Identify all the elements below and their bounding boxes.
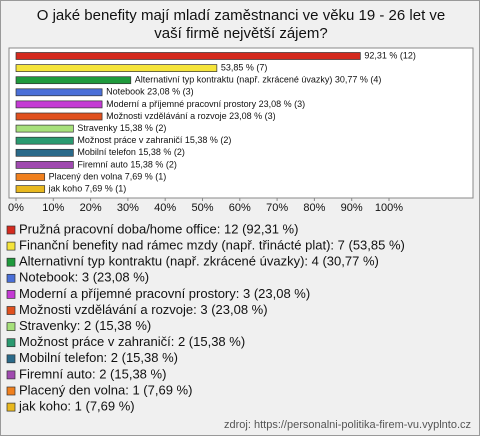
legend-label: Placený den volna: 1 (7,69 %) [19,382,192,397]
legend-label: Moderní a příjemné pracovní prostory: 3 … [19,286,310,301]
legend-swatch [6,354,16,364]
value-label: Moderní a příjemné pracovní prostory 23,… [106,99,305,109]
x-tick-label: 50% [191,202,213,214]
source: zdroj: https://personalni-politika-firem… [224,419,471,431]
legend-swatch [6,273,16,283]
bar [15,88,103,97]
x-tick-label: 70% [266,202,288,214]
x-tick-label: 20% [80,202,102,214]
bar [15,64,218,72]
legend-label: Mobilní telefon: 2 (15,38 %) [19,350,178,365]
legend-swatch [6,370,16,380]
plot-area [8,47,474,199]
legend-label: Notebook: 3 (23,08 %) [19,270,149,285]
value-label: Možnost práce v zahraničí 15,38 % (2) [77,135,231,145]
legend-swatch [6,402,16,412]
value-label: 92,31 % (12) [364,50,416,60]
legend-label: Možnosti vzdělávání a rozvoje: 3 (23,08 … [19,302,268,317]
x-tick-label: 10% [42,202,64,214]
x-tick-label: 30% [117,202,139,214]
legend-label: Firemní auto: 2 (15,38 %) [19,366,166,381]
x-tick-label: 40% [154,202,176,214]
bar [15,124,74,133]
legend-swatch [6,290,16,299]
legend-label: Možnost práce v zahraničí: 2 (15,38 %) [19,334,245,349]
value-label: jak koho 7,69 % (1) [48,183,127,193]
legend-swatch [6,306,16,315]
x-tick-label: 60% [229,202,251,214]
bar [15,161,74,169]
bar [15,52,361,60]
chart-title: O jaké benefity mají mladí zaměstnanci v… [36,7,446,42]
legend-label: Stravenky: 2 (15,38 %) [19,318,151,333]
value-label: Mobilní telefon 15,38 % (2) [77,147,185,157]
legend-swatch [6,257,16,267]
bar [15,185,46,193]
bar [15,173,46,181]
value-label: Alternativní typ kontraktu (např. zkráce… [135,75,382,85]
legend-label: jak koho: 1 (7,69 %) [18,399,135,414]
value-label: Placený den volna 7,69 % (1) [49,171,167,181]
x-tick-label: 100% [375,202,403,214]
x-tick-label: 0% [8,202,24,214]
bar [15,148,74,157]
bar [15,76,132,85]
bar [15,112,103,121]
legend-label: Pružná pracovní doba/home office: 12 (92… [19,221,298,236]
value-label: Firemní auto 15,38 % (2) [77,159,177,169]
legend-swatch [6,386,16,396]
legend-label: Finanční benefity nad rámec mzdy (např. … [19,238,405,253]
legend-swatch [6,225,16,235]
legend-swatch [6,322,16,331]
x-tick-label: 90% [341,202,363,214]
value-label: Stravenky 15,38 % (2) [77,123,166,133]
x-tick-label: 80% [303,202,325,214]
value-label: Notebook 23,08 % (3) [106,87,194,97]
legend-label: Alternativní typ kontraktu (např. zkráce… [19,254,379,269]
bar [15,136,74,145]
value-label: Možnosti vzdělávání a rozvoje 23,08 % (3… [106,111,276,121]
legend-swatch [6,338,16,348]
bar [15,100,103,109]
value-label: 53,85 % (7) [221,62,268,72]
legend-swatch [6,241,16,251]
